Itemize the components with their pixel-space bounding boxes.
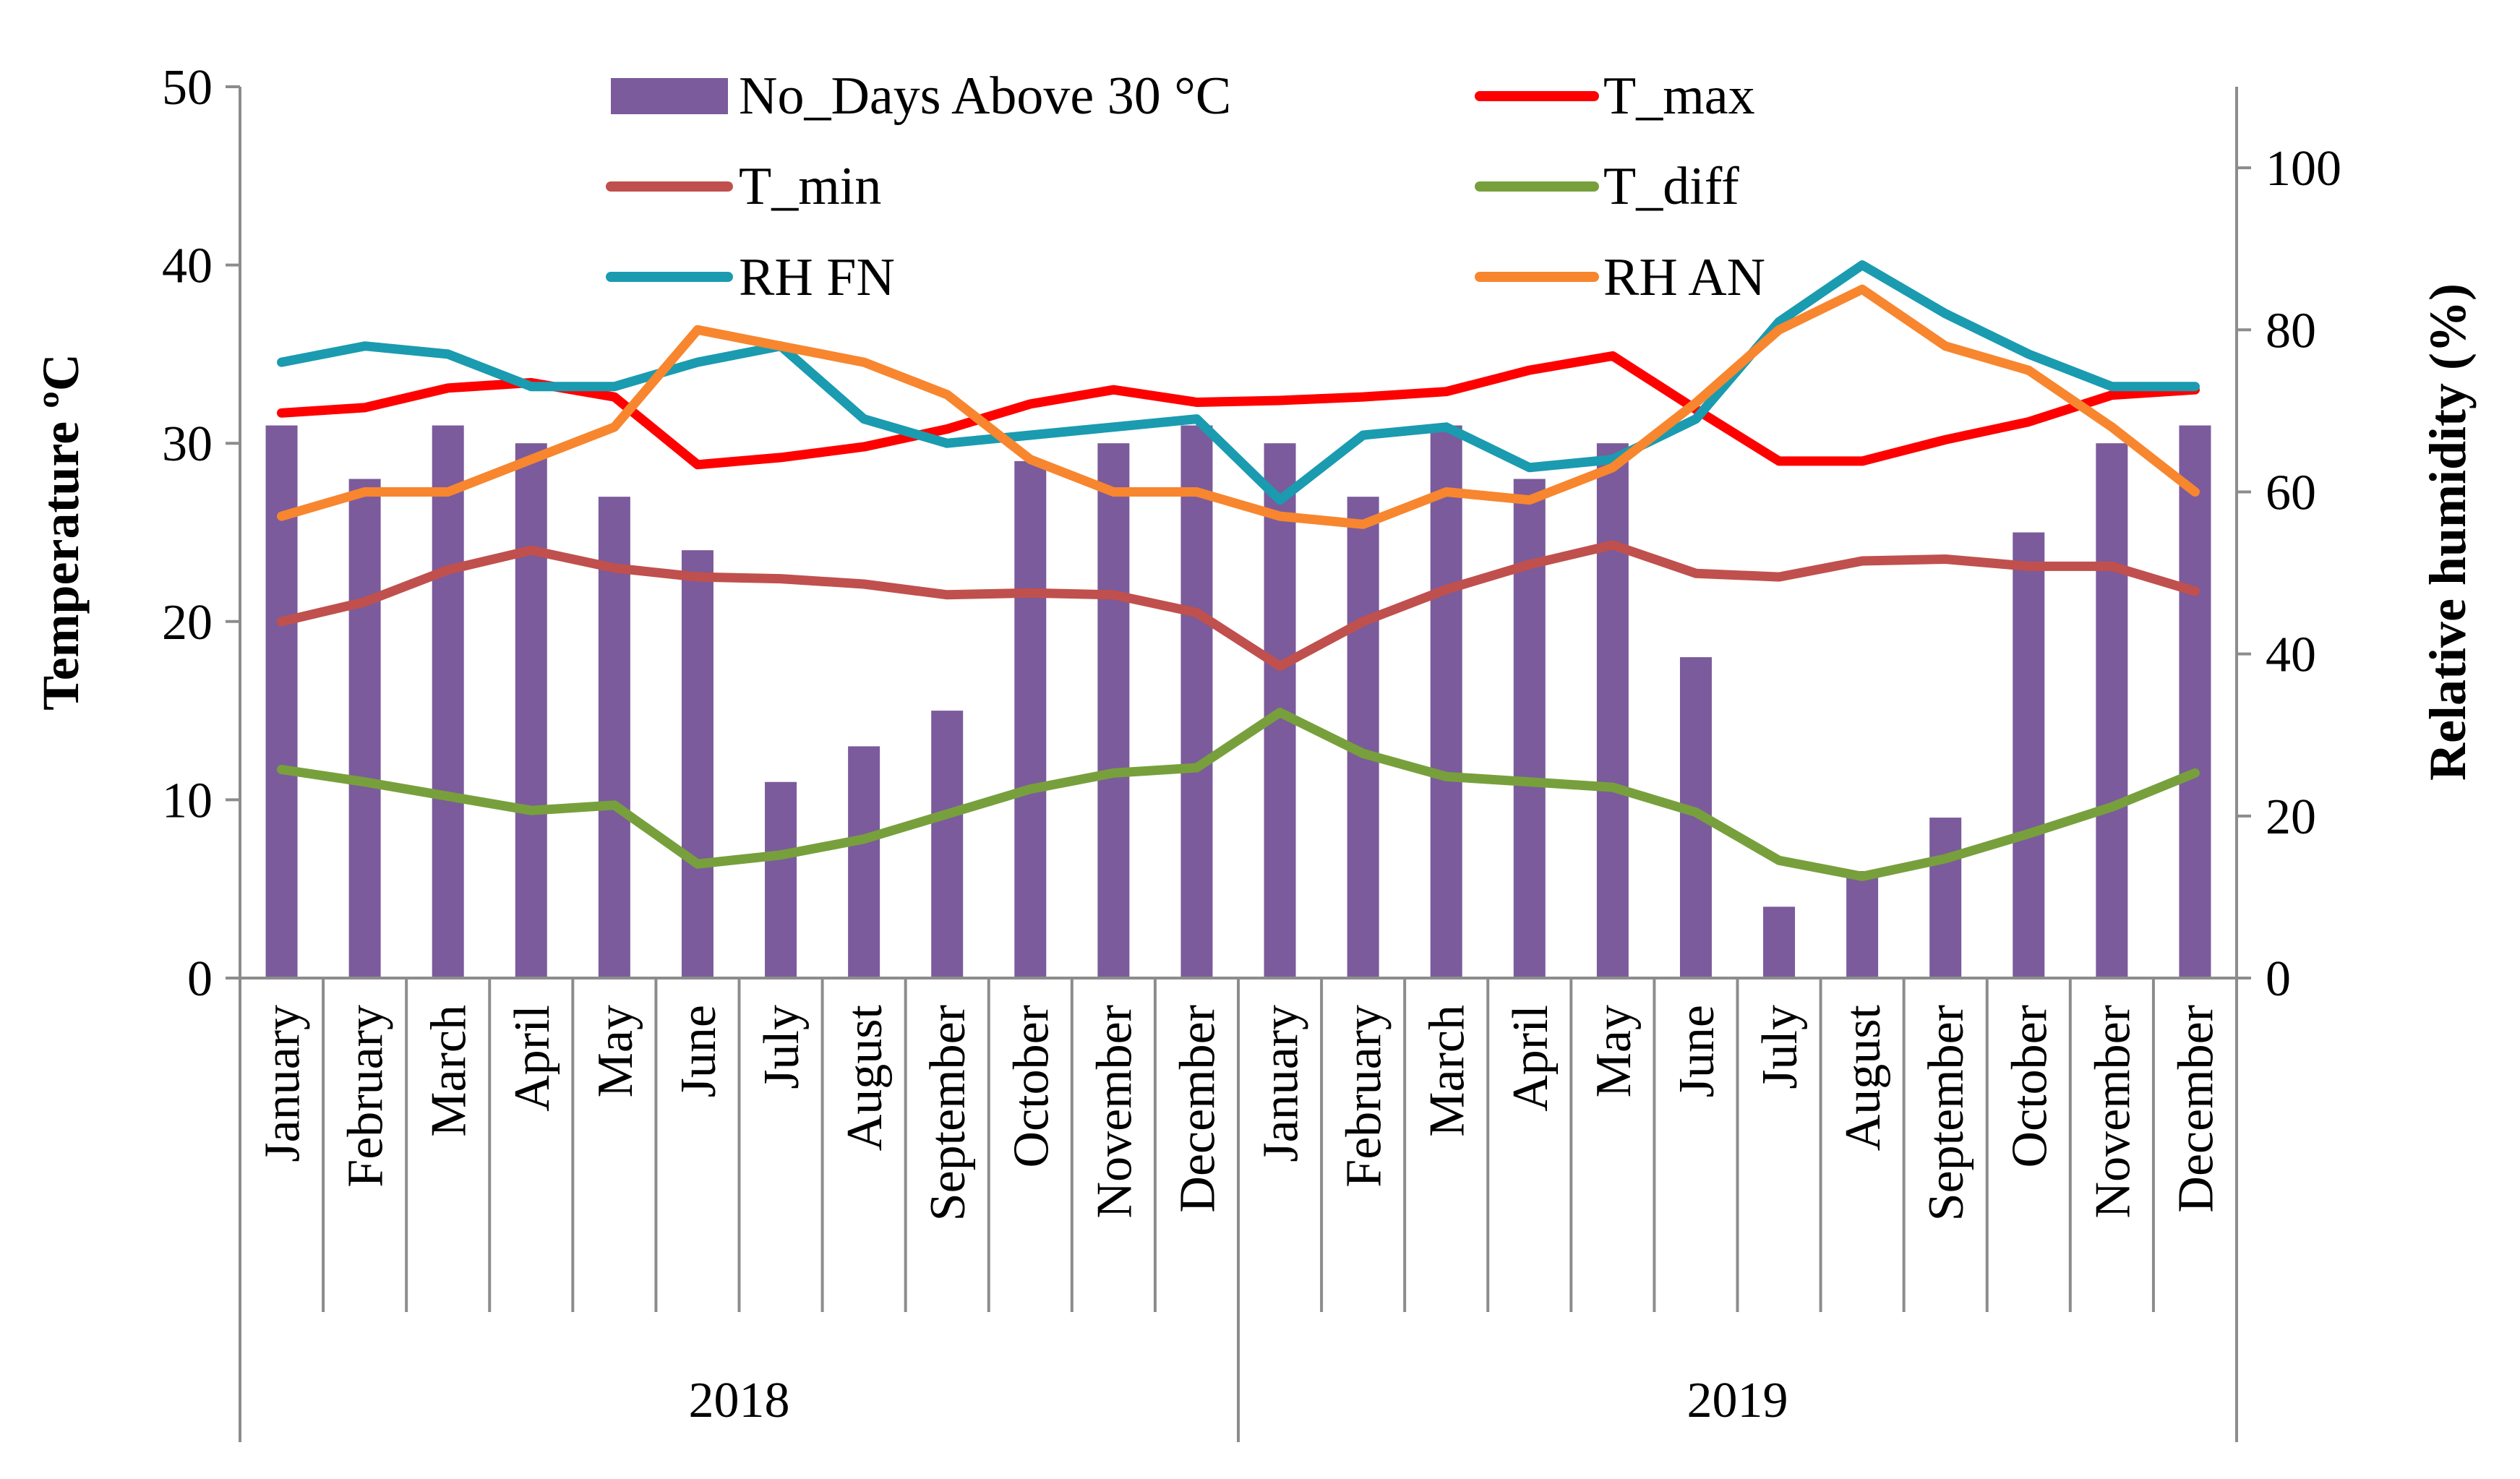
y-right-tick-label: 80 [2266, 303, 2316, 359]
x-month-label-1: January [255, 1005, 311, 1162]
y-left-tick-label: 0 [187, 951, 213, 1007]
bar-6 [681, 550, 713, 978]
x-month-label-13: January [1253, 1005, 1309, 1162]
y-left-tick-label: 40 [162, 239, 213, 294]
y-right-tick-label: 100 [2266, 141, 2341, 197]
line-rh-fn [277, 260, 2200, 505]
y-left-tick-label: 10 [162, 773, 213, 828]
legend-swatch-no-days-above-30 [611, 78, 728, 114]
bar-9 [931, 711, 964, 978]
bar-5 [598, 497, 630, 978]
legend-label-t-max: T_max [1603, 67, 1755, 126]
legend-label-rh-an: RH AN [1603, 248, 1765, 307]
bar-24 [2179, 425, 2211, 978]
y-right-tick-label: 0 [2266, 951, 2291, 1007]
bar-20 [1846, 871, 1879, 978]
bar-4 [515, 443, 547, 978]
lines-layer [277, 260, 2200, 881]
bar-16 [1513, 479, 1546, 978]
y-right-tick-label: 60 [2266, 465, 2316, 520]
bar-3 [432, 425, 464, 978]
bar-12 [1180, 425, 1213, 978]
x-month-label-14: February [1337, 1005, 1392, 1188]
y-axis-left-title: Temperature ºC [32, 353, 90, 711]
y-axis-right-title: Relative humidity (%) [2419, 283, 2477, 781]
legend-label-t-diff: T_diff [1603, 157, 1739, 216]
bar-15 [1430, 425, 1462, 978]
legend: No_Days Above 30 °C T_max T_min T_diff R… [606, 67, 1765, 307]
x-month-label-15: March [1420, 1005, 1475, 1137]
x-month-label-18: June [1669, 1005, 1725, 1097]
line-rh-an [277, 284, 2200, 529]
y-right-tick-label: 40 [2266, 627, 2316, 683]
x-month-label-11: November [1087, 1005, 1142, 1218]
legend-label-rh-fn: RH FN [739, 248, 895, 307]
bar-10 [1014, 460, 1047, 978]
bar-21 [1929, 818, 1962, 978]
bar-7 [765, 781, 797, 978]
x-month-label-10: October [1003, 1005, 1059, 1167]
x-month-label-16: April [1503, 1005, 1559, 1112]
bar-17 [1596, 443, 1629, 978]
bar-11 [1097, 443, 1130, 978]
x-month-label-7: July [754, 1005, 810, 1089]
x-month-label-6: June [671, 1005, 727, 1097]
x-month-label-17: May [1586, 1005, 1642, 1097]
y-right-tick-label: 20 [2266, 789, 2316, 845]
y-left-tick-label: 50 [162, 60, 213, 116]
line-t-max [277, 351, 2200, 470]
x-month-label-22: October [2002, 1005, 2057, 1167]
x-month-label-2: February [338, 1005, 394, 1188]
x-month-label-21: September [1919, 1005, 1974, 1221]
x-year-label-2018: 2018 [689, 1373, 790, 1428]
axes-layer: 0 10 20 30 40 50 0 20 40 60 80 100 January February Ma… [162, 60, 2341, 1442]
bars-layer [265, 425, 2211, 978]
x-month-label-24: December [2168, 1005, 2224, 1213]
bar-19 [1763, 906, 1796, 978]
x-month-label-19: July [1752, 1005, 1808, 1089]
x-month-label-9: September [920, 1005, 976, 1221]
x-month-label-8: August [837, 1004, 893, 1151]
x-month-label-23: November [2085, 1005, 2140, 1218]
line-t-min [277, 540, 2200, 671]
y-left-tick-label: 20 [162, 595, 213, 651]
legend-label-no-days-above-30: No_Days Above 30 °C [739, 67, 1231, 126]
x-month-label-5: May [588, 1005, 643, 1097]
bar-23 [2096, 443, 2128, 978]
bar-8 [848, 746, 880, 978]
x-month-label-12: December [1170, 1005, 1225, 1213]
bar-2 [348, 479, 381, 978]
bar-22 [2013, 532, 2045, 978]
x-month-label-20: August [1835, 1004, 1891, 1151]
legend-label-t-min: T_min [739, 157, 881, 216]
bar-14 [1347, 497, 1379, 978]
y-left-tick-label: 30 [162, 416, 213, 472]
x-month-label-4: April [505, 1005, 560, 1112]
line-t-diff [277, 708, 2200, 881]
x-year-label-2019: 2019 [1687, 1373, 1788, 1428]
x-month-label-3: March [421, 1005, 477, 1137]
